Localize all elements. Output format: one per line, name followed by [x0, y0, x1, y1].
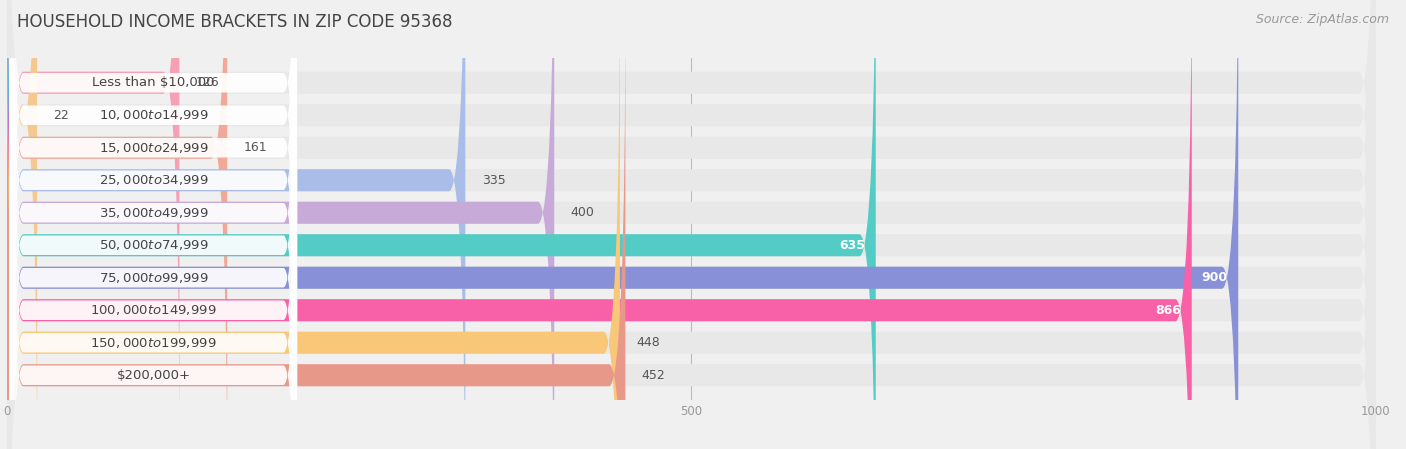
Text: 452: 452	[641, 369, 665, 382]
FancyBboxPatch shape	[7, 0, 1375, 449]
FancyBboxPatch shape	[10, 60, 297, 449]
FancyBboxPatch shape	[10, 0, 297, 449]
FancyBboxPatch shape	[10, 0, 297, 431]
FancyBboxPatch shape	[7, 0, 876, 449]
FancyBboxPatch shape	[7, 0, 620, 449]
Text: $150,000 to $199,999: $150,000 to $199,999	[90, 336, 217, 350]
FancyBboxPatch shape	[7, 0, 1239, 449]
Text: $10,000 to $14,999: $10,000 to $14,999	[98, 108, 208, 122]
FancyBboxPatch shape	[7, 0, 1192, 449]
Text: HOUSEHOLD INCOME BRACKETS IN ZIP CODE 95368: HOUSEHOLD INCOME BRACKETS IN ZIP CODE 95…	[17, 13, 453, 31]
FancyBboxPatch shape	[10, 0, 297, 449]
FancyBboxPatch shape	[7, 0, 1375, 449]
Text: 900: 900	[1201, 271, 1227, 284]
Text: 335: 335	[482, 174, 506, 187]
FancyBboxPatch shape	[7, 0, 626, 449]
Text: 866: 866	[1154, 304, 1181, 317]
Text: $15,000 to $24,999: $15,000 to $24,999	[98, 141, 208, 155]
FancyBboxPatch shape	[7, 0, 37, 449]
FancyBboxPatch shape	[7, 0, 1375, 449]
FancyBboxPatch shape	[7, 0, 1375, 449]
Text: 448: 448	[637, 336, 659, 349]
FancyBboxPatch shape	[7, 0, 1375, 449]
FancyBboxPatch shape	[7, 0, 1375, 449]
FancyBboxPatch shape	[7, 0, 1375, 449]
FancyBboxPatch shape	[10, 0, 297, 449]
FancyBboxPatch shape	[10, 0, 297, 449]
Text: Less than $10,000: Less than $10,000	[93, 76, 215, 89]
FancyBboxPatch shape	[7, 0, 1375, 449]
FancyBboxPatch shape	[10, 0, 297, 398]
FancyBboxPatch shape	[7, 0, 228, 449]
Text: Source: ZipAtlas.com: Source: ZipAtlas.com	[1256, 13, 1389, 26]
Text: $25,000 to $34,999: $25,000 to $34,999	[98, 173, 208, 187]
FancyBboxPatch shape	[10, 0, 297, 449]
Text: $50,000 to $74,999: $50,000 to $74,999	[98, 238, 208, 252]
FancyBboxPatch shape	[10, 27, 297, 449]
Text: $100,000 to $149,999: $100,000 to $149,999	[90, 303, 217, 317]
Text: 635: 635	[839, 239, 865, 252]
FancyBboxPatch shape	[10, 0, 297, 449]
Text: 400: 400	[571, 206, 595, 219]
FancyBboxPatch shape	[7, 0, 1375, 449]
FancyBboxPatch shape	[7, 0, 1375, 449]
FancyBboxPatch shape	[7, 0, 465, 449]
Text: 161: 161	[243, 141, 267, 154]
Text: $200,000+: $200,000+	[117, 369, 190, 382]
Text: 22: 22	[53, 109, 69, 122]
Text: $75,000 to $99,999: $75,000 to $99,999	[98, 271, 208, 285]
FancyBboxPatch shape	[7, 0, 554, 449]
FancyBboxPatch shape	[7, 0, 180, 449]
Text: $35,000 to $49,999: $35,000 to $49,999	[98, 206, 208, 220]
Text: 126: 126	[195, 76, 219, 89]
